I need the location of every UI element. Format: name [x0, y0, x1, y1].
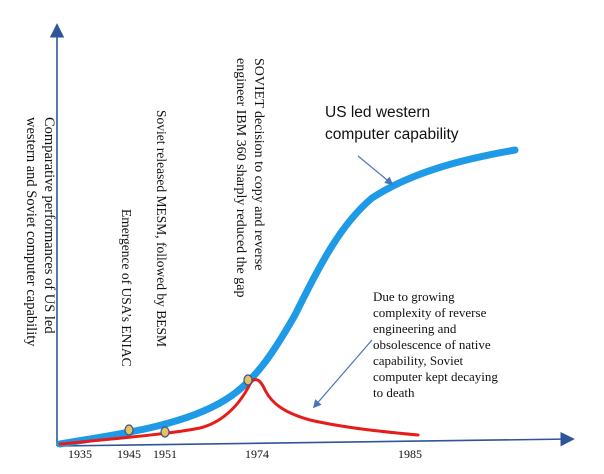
x-tick-label: 1945 [117, 447, 141, 461]
y-axis-title-line: western and Soviet computer capability [23, 117, 39, 347]
ibm-annotation-line: engineer IBM 360 sharply reduced the gap [233, 58, 248, 297]
soviet-curve-label-line: to death [373, 385, 415, 400]
ibm-annotation-line: SOVIET decision to copy and reverse [251, 58, 266, 270]
soviet-curve-label-line: Due to growing [373, 289, 455, 304]
ibm-marker [243, 374, 253, 386]
mesm-annotation: Soviet released MESM, followed by BESM [154, 110, 169, 347]
soviet-curve-label-line: complexity of reverse [373, 305, 487, 320]
x-axis [56, 431, 575, 447]
y-axis-title-line: Comparative performances of US led [41, 117, 57, 334]
soviet-capability-curve [58, 378, 420, 446]
soviet-curve-label-line: obsolescence of native [373, 337, 491, 352]
mesm-marker [160, 426, 170, 438]
soviet-curve-label-line: computer kept decaying [373, 369, 498, 384]
us-capability-curve [56, 146, 519, 448]
us-label-pointer [357, 155, 394, 186]
us-curve-label-line: US led western [325, 104, 430, 121]
x-tick-label: 1951 [153, 447, 177, 461]
x-tick-label: 1974 [245, 447, 269, 461]
eniac-marker [124, 424, 134, 436]
soviet-curve-label-line: engineering and [373, 321, 457, 336]
x-tick-label: 1985 [398, 447, 422, 461]
eniac-annotation: Emergence of USA’s ENIAC [119, 209, 134, 367]
x-tick-label: 1935 [68, 447, 92, 461]
soviet-label-pointer [312, 339, 373, 409]
us-curve-label-line: computer capability [325, 126, 459, 143]
soviet-curve-label-line: capability, Soviet [373, 353, 464, 368]
